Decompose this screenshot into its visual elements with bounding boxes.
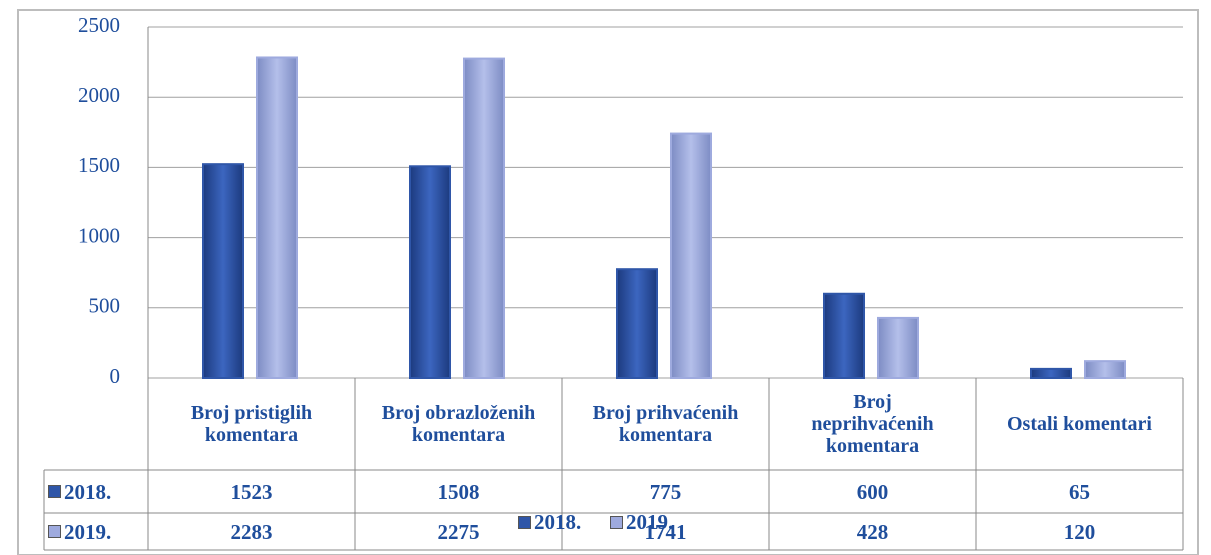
- table-value-text: 1508: [437, 479, 480, 504]
- category-label: Broj obrazloženih komentara: [355, 378, 562, 470]
- y-tick-label: 2500: [78, 13, 120, 37]
- legend-entry: 2019.: [610, 508, 673, 536]
- bar: [256, 56, 298, 380]
- table-series-name: 2018.: [44, 470, 148, 513]
- legend-swatch: [610, 515, 623, 529]
- bar: [1084, 360, 1126, 380]
- category-label: Broj pristiglih komentara: [148, 378, 355, 470]
- y-tick-label: 0: [110, 364, 121, 388]
- legend-entry-text: 2019.: [626, 510, 674, 534]
- table-value-text: 600: [856, 479, 889, 504]
- y-tick-label: 1000: [78, 223, 120, 247]
- bar: [1030, 367, 1072, 379]
- category-label: Broj neprihvaćenih komentara: [769, 378, 976, 470]
- y-tick-label: 500: [89, 294, 121, 318]
- legend-swatch: [518, 515, 531, 529]
- table-value: 65: [976, 470, 1183, 513]
- legend-entry: 2018.: [518, 508, 581, 536]
- bar: [616, 268, 658, 379]
- y-tick-label: 2000: [78, 83, 120, 107]
- y-tick-label: 1500: [78, 153, 120, 177]
- bar: [202, 163, 244, 379]
- table-value: 428: [769, 513, 976, 550]
- table-value-text: 2275: [437, 519, 480, 544]
- table-series-name-text: 2019.: [64, 519, 112, 544]
- category-label-text: Broj pristiglih komentara: [190, 402, 313, 446]
- category-label-text: Ostali komentari: [1007, 413, 1152, 435]
- table-value: 1508: [355, 470, 562, 513]
- table-value: 2275: [355, 513, 562, 550]
- table-value-text: 1741: [644, 519, 687, 544]
- table-value: 2283: [148, 513, 355, 550]
- legend-swatch: [48, 485, 61, 498]
- bar: [463, 57, 505, 380]
- category-label-text: Broj obrazloženih komentara: [381, 402, 536, 446]
- bar: [409, 165, 451, 379]
- table-value: 600: [769, 470, 976, 513]
- table-value: 1523: [148, 470, 355, 513]
- category-label: Ostali komentari: [976, 378, 1183, 470]
- table-value: 120: [976, 513, 1183, 550]
- table-value-text: 775: [649, 479, 682, 504]
- table-value-text: 65: [1069, 479, 1090, 504]
- table-value-text: 1523: [230, 479, 273, 504]
- bar: [670, 132, 712, 379]
- bar: [823, 292, 865, 380]
- category-label-text: Broj prihvaćenih komentara: [592, 402, 739, 446]
- table-value-text: 2283: [230, 519, 273, 544]
- legend-entry-text: 2018.: [534, 510, 582, 534]
- legend-swatch: [48, 525, 61, 538]
- category-label-text: Broj neprihvaćenih komentara: [811, 391, 934, 457]
- frame: [17, 9, 1199, 555]
- table-series-name-text: 2018.: [64, 479, 112, 504]
- table-value-text: 120: [1063, 519, 1096, 544]
- table-series-name: 2019.: [44, 513, 148, 550]
- table-value-text: 428: [856, 519, 889, 544]
- table-value: 775: [562, 470, 769, 513]
- bar: [877, 316, 919, 380]
- table-value: 1741: [562, 513, 769, 550]
- category-label: Broj prihvaćenih komentara: [562, 378, 769, 470]
